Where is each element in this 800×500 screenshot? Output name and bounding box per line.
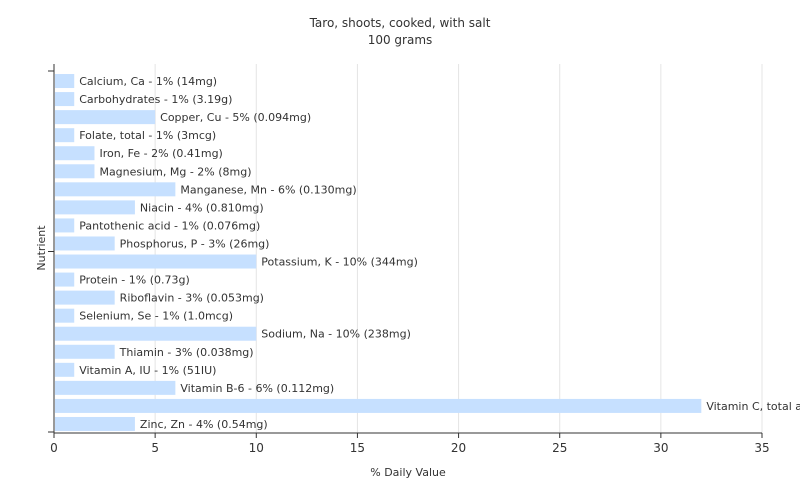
bar-label: Copper, Cu - 5% (0.094mg) [160,111,311,124]
bar [55,110,156,125]
bar-label: Zinc, Zn - 4% (0.54mg) [140,418,268,431]
bar [55,380,176,395]
chart-subtitle: 100 grams [368,33,433,47]
bar [55,236,115,251]
bar-label: Vitamin A, IU - 1% (51IU) [79,364,216,377]
bar-label: Folate, total - 1% (3mcg) [79,129,216,142]
bar-label: Selenium, Se - 1% (1.0mcg) [79,310,233,323]
gridlines [154,64,763,433]
x-tick-label: 10 [249,441,264,455]
bar [55,398,702,413]
bar-label: Manganese, Mn - 6% (0.130mg) [180,183,356,196]
x-tick-label: 15 [350,441,365,455]
bar-label: Pantothenic acid - 1% (0.076mg) [79,219,260,232]
x-tick-label: 5 [151,441,159,455]
bar [55,362,75,377]
bar-label: Vitamin C, total ascorbic acid - 32% (18… [706,400,800,413]
x-tick-label: 35 [754,441,769,455]
x-tick-label: 25 [552,441,567,455]
bar-label: Potassium, K - 10% (344mg) [261,256,418,269]
bar [55,218,75,233]
bar-label: Sodium, Na - 10% (238mg) [261,328,411,341]
bar-label: Niacin - 4% (0.810mg) [140,201,264,214]
bar [55,128,75,143]
bar [55,182,176,197]
bar [55,74,75,89]
bar [55,326,257,341]
bar-label: Thiamin - 3% (0.038mg) [119,346,254,359]
chart-title: Taro, shoots, cooked, with salt [309,16,491,30]
x-tick-label: 20 [451,441,466,455]
bar [55,254,257,269]
bar [55,344,115,359]
bar-label: Phosphorus, P - 3% (26mg) [120,237,270,250]
bar [55,416,135,431]
bar-label: Iron, Fe - 2% (0.41mg) [99,147,222,160]
bar-label: Riboflavin - 3% (0.053mg) [120,292,264,305]
bar-label: Vitamin B-6 - 6% (0.112mg) [180,382,334,395]
bar-label: Carbohydrates - 1% (3.19g) [79,93,232,106]
bar [55,200,135,215]
axes: 0 5 10 15 20 25 30 35 [48,64,770,455]
bar-label: Magnesium, Mg - 2% (8mg) [99,165,251,178]
y-axis-label: Nutrient [35,225,48,271]
x-tick-label: 0 [50,441,58,455]
bar [55,290,115,305]
x-tick-label: 30 [653,441,668,455]
bar [55,146,95,161]
bar [55,272,75,287]
bars: Calcium, Ca - 1% (14mg) Carbohydrates - 1… [55,74,800,431]
bar [55,164,95,179]
bar-label: Protein - 1% (0.73g) [79,274,190,287]
bar [55,308,75,323]
bar-label: Calcium, Ca - 1% (14mg) [79,75,217,88]
x-axis-label: % Daily Value [370,466,446,479]
bar [55,92,75,107]
